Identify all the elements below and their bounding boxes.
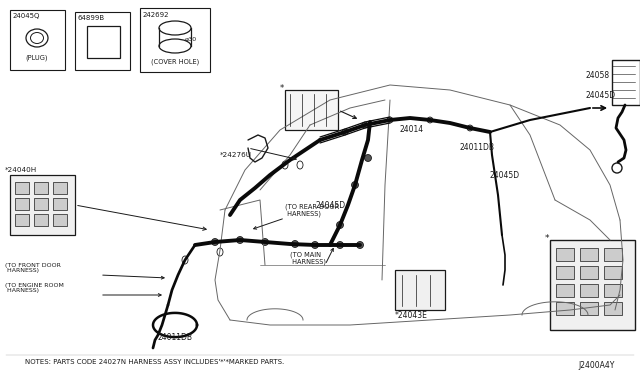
Polygon shape bbox=[34, 198, 48, 210]
Text: 242692: 242692 bbox=[143, 12, 170, 18]
Text: (TO MAIN
 HARNESS): (TO MAIN HARNESS) bbox=[290, 251, 326, 265]
Text: 24045Q: 24045Q bbox=[13, 13, 40, 19]
Text: φ30: φ30 bbox=[185, 38, 197, 42]
Ellipse shape bbox=[362, 122, 368, 128]
Ellipse shape bbox=[387, 117, 393, 123]
Ellipse shape bbox=[262, 238, 269, 246]
Text: J2400A4Y: J2400A4Y bbox=[579, 360, 615, 369]
Polygon shape bbox=[580, 284, 598, 297]
Text: *: * bbox=[280, 83, 284, 93]
Polygon shape bbox=[15, 182, 29, 194]
Polygon shape bbox=[53, 198, 67, 210]
Polygon shape bbox=[580, 248, 598, 261]
Ellipse shape bbox=[337, 241, 344, 248]
Polygon shape bbox=[285, 90, 338, 130]
Polygon shape bbox=[15, 198, 29, 210]
Polygon shape bbox=[604, 248, 622, 261]
Text: 24014: 24014 bbox=[400, 125, 424, 135]
Polygon shape bbox=[395, 270, 445, 310]
Text: (COVER HOLE): (COVER HOLE) bbox=[151, 59, 199, 65]
Text: *24043E: *24043E bbox=[395, 311, 428, 320]
Ellipse shape bbox=[237, 237, 243, 244]
Polygon shape bbox=[556, 284, 574, 297]
Polygon shape bbox=[53, 182, 67, 194]
Polygon shape bbox=[604, 266, 622, 279]
Text: (PLUG): (PLUG) bbox=[26, 55, 48, 61]
Polygon shape bbox=[53, 214, 67, 226]
Text: 24045D: 24045D bbox=[585, 90, 615, 99]
Ellipse shape bbox=[342, 129, 348, 135]
Text: *24276U: *24276U bbox=[220, 152, 252, 158]
Ellipse shape bbox=[312, 241, 319, 248]
Ellipse shape bbox=[211, 238, 218, 246]
Text: *: * bbox=[545, 234, 550, 243]
Polygon shape bbox=[580, 302, 598, 315]
Polygon shape bbox=[556, 266, 574, 279]
Text: 24058: 24058 bbox=[585, 71, 609, 80]
Polygon shape bbox=[34, 182, 48, 194]
Text: 64899B: 64899B bbox=[78, 15, 105, 21]
Polygon shape bbox=[550, 240, 635, 330]
Polygon shape bbox=[556, 248, 574, 261]
Text: 24045D: 24045D bbox=[490, 170, 520, 180]
Text: *24040H: *24040H bbox=[5, 167, 37, 173]
Ellipse shape bbox=[337, 221, 344, 228]
Ellipse shape bbox=[291, 241, 298, 247]
Polygon shape bbox=[604, 302, 622, 315]
Ellipse shape bbox=[427, 117, 433, 123]
Polygon shape bbox=[10, 175, 75, 235]
Text: 24011DB: 24011DB bbox=[460, 144, 495, 153]
Ellipse shape bbox=[467, 125, 473, 131]
Polygon shape bbox=[15, 214, 29, 226]
Polygon shape bbox=[580, 266, 598, 279]
Text: NOTES: PARTS CODE 24027N HARNESS ASSY INCLUDES'*'*MARKED PARTS.: NOTES: PARTS CODE 24027N HARNESS ASSY IN… bbox=[25, 359, 284, 365]
Polygon shape bbox=[34, 214, 48, 226]
Polygon shape bbox=[604, 284, 622, 297]
Text: 24045D: 24045D bbox=[315, 201, 345, 209]
Ellipse shape bbox=[351, 182, 358, 189]
Text: (TO ENGINE ROOM
 HARNESS): (TO ENGINE ROOM HARNESS) bbox=[5, 283, 64, 294]
Text: (TO REAR DOOR
 HARNESS): (TO REAR DOOR HARNESS) bbox=[285, 203, 339, 217]
Text: (TO FRONT DOOR
 HARNESS): (TO FRONT DOOR HARNESS) bbox=[5, 263, 61, 273]
Ellipse shape bbox=[356, 241, 364, 248]
Text: 24011DB: 24011DB bbox=[158, 334, 193, 343]
Polygon shape bbox=[556, 302, 574, 315]
Ellipse shape bbox=[365, 154, 371, 161]
